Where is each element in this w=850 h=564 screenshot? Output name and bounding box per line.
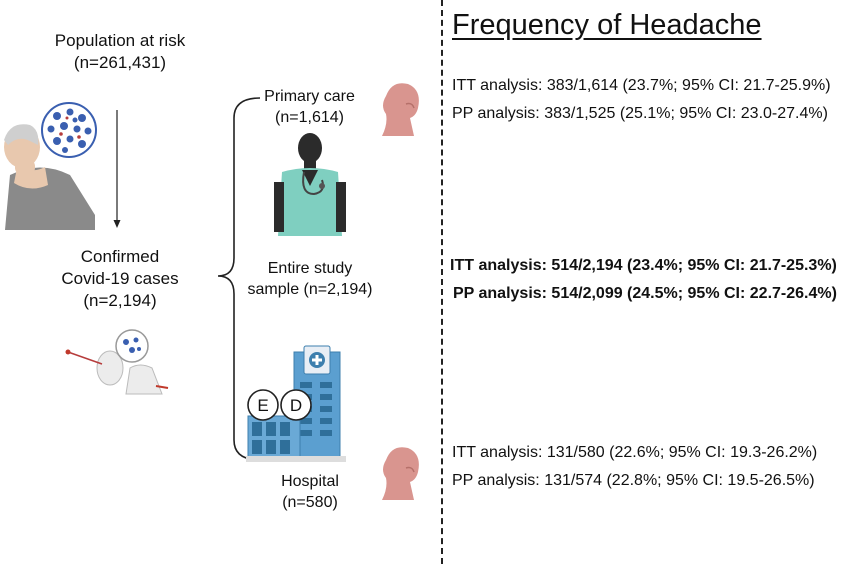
ed-letter-d: D	[290, 396, 302, 415]
population-title: Population at risk	[54, 31, 186, 50]
confirmed-line2: Covid-19 cases	[61, 269, 179, 288]
confirmed-cases: Confirmed Covid-19 cases (n=2,194)	[20, 246, 220, 312]
grouping-brace	[217, 97, 261, 461]
hospital-building-icon	[246, 345, 346, 462]
primary-care-results: ITT analysis: 383/1,614 (23.7%; 95% CI: …	[452, 75, 848, 124]
hospital-itt-text: ITT analysis: 131/580 (22.6%; 95% CI: 19…	[452, 444, 818, 461]
entire-sample-line1: Entire study	[267, 260, 353, 277]
coughing-person-icon	[4, 124, 95, 230]
headache-head-icon	[382, 83, 419, 136]
doctor-icon	[274, 133, 346, 236]
hospital-results: ITT analysis: 131/580 (22.6%; 95% CI: 19…	[452, 442, 848, 491]
frequency-title: Frequency of Headache	[452, 9, 762, 41]
primary-care-count: (n=1,614)	[275, 109, 344, 126]
primary-pp-text: PP analysis: 383/1,525 (25.1%; 95% CI: 2…	[452, 105, 828, 122]
entire-sample-line2: sample (n=2,194)	[247, 281, 373, 298]
nasal-swab-icon	[65, 329, 169, 395]
entire-itt-text: ITT analysis: 514/2,194 (23.4%; 95% CI: …	[450, 257, 837, 274]
population-at-risk: Population at risk (n=261,431)	[40, 30, 200, 74]
hospital-title: Hospital	[281, 473, 339, 490]
confirmed-line1: Confirmed	[80, 247, 160, 266]
hospital-label: Hospital (n=580)	[260, 471, 360, 513]
entire-sample-results: ITT analysis: 514/2,194 (23.4%; 95% CI: …	[450, 255, 848, 304]
section-divider	[441, 0, 443, 564]
primary-itt-text: ITT analysis: 383/1,614 (23.7%; 95% CI: …	[452, 77, 831, 94]
entire-sample-label: Entire study sample (n=2,194)	[240, 258, 380, 300]
headache-head-icon	[382, 447, 419, 500]
confirmed-count: (n=2,194)	[83, 291, 157, 310]
ed-letter-e: E	[257, 396, 268, 415]
population-count: (n=261,431)	[73, 53, 167, 72]
virus-icon	[41, 102, 97, 158]
primary-care-label: Primary care (n=1,614)	[252, 86, 367, 128]
flow-arrow	[113, 110, 121, 228]
hospital-count: (n=580)	[282, 494, 338, 511]
emergency-department-icon: E D	[247, 389, 312, 421]
hospital-pp-text: PP analysis: 131/574 (22.8%; 95% CI: 19.…	[452, 472, 815, 489]
entire-pp-text: PP analysis: 514/2,099 (24.5%; 95% CI: 2…	[453, 285, 837, 302]
primary-care-title: Primary care	[264, 88, 355, 105]
